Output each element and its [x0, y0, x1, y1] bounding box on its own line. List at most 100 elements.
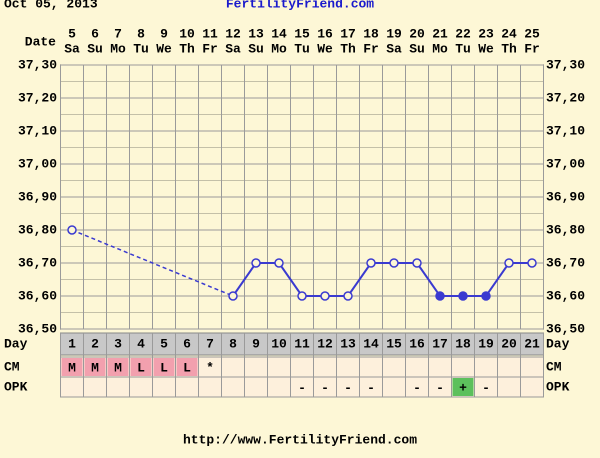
- x-tick-label: 18: [363, 26, 379, 41]
- temperature-point: [481, 291, 491, 301]
- y-tick-label: 37,10: [18, 123, 57, 138]
- cm-value: L: [160, 360, 168, 375]
- weekday-label: Fr: [524, 41, 540, 56]
- day-label: Day: [4, 336, 28, 351]
- cm-cell: [176, 358, 198, 376]
- cm-value: M: [114, 360, 122, 375]
- x-tick-label: 24: [501, 26, 517, 41]
- temperature-point: [228, 291, 238, 301]
- day-number: 18: [455, 336, 471, 351]
- chart-date: Oct 05, 2013: [4, 0, 98, 11]
- temperature-point: [504, 258, 514, 268]
- x-tick-label: 22: [455, 26, 471, 41]
- weekday-label: Fr: [202, 41, 218, 56]
- opk-value: -: [344, 380, 352, 395]
- cm-cell: [153, 358, 175, 376]
- day-number: 6: [183, 336, 191, 351]
- day-number: 8: [229, 336, 237, 351]
- weekday-label: Tu: [133, 41, 149, 56]
- temperature-point: [297, 291, 307, 301]
- x-tick-label: 10: [179, 26, 195, 41]
- y-tick-label: 37,20: [18, 90, 57, 105]
- footer-url: http://www.FertilityFriend.com: [183, 432, 417, 447]
- cm-value: L: [183, 360, 191, 375]
- day-number: 13: [340, 336, 356, 351]
- cm-label-right: CM: [546, 359, 562, 374]
- cm-value: L: [137, 360, 145, 375]
- weekday-label: Su: [248, 41, 264, 56]
- cm-cell: [130, 358, 152, 376]
- weekday-label: Sa: [225, 41, 241, 56]
- y2-tick-label: 36,50: [546, 321, 585, 336]
- y2-tick-label: 37,20: [546, 90, 585, 105]
- y2-tick-label: 36,80: [546, 222, 585, 237]
- day-number: 15: [386, 336, 402, 351]
- temperature-point: [366, 258, 376, 268]
- cm-label: CM: [4, 359, 20, 374]
- temperature-point: [458, 291, 468, 301]
- temperature-point: [274, 258, 284, 268]
- day-number: 7: [206, 336, 214, 351]
- weekday-label: We: [317, 41, 333, 56]
- weekday-label: We: [478, 41, 494, 56]
- weekday-label: Tu: [294, 41, 310, 56]
- cm-cell: [107, 358, 129, 376]
- x-tick-label: 20: [409, 26, 425, 41]
- day-number: 3: [114, 336, 122, 351]
- day-label-right: Day: [546, 336, 570, 351]
- temperature-point: [343, 291, 353, 301]
- weekday-label: Th: [179, 41, 195, 56]
- chart-title: FertilityFriend.com: [226, 0, 374, 11]
- x-tick-label: 25: [524, 26, 540, 41]
- y2-tick-label: 37,10: [546, 123, 585, 138]
- day-number: 20: [501, 336, 517, 351]
- x-tick-label: 9: [160, 26, 168, 41]
- x-tick-label: 15: [294, 26, 310, 41]
- cm-value: M: [68, 360, 76, 375]
- cm-cell: [84, 358, 106, 376]
- day-number: 21: [524, 336, 540, 351]
- day-number: 10: [271, 336, 287, 351]
- opk-value: -: [413, 380, 421, 395]
- temperature-point: [251, 258, 261, 268]
- temperature-point: [67, 225, 77, 235]
- opk-cell: [452, 378, 474, 396]
- opk-value: -: [482, 380, 490, 395]
- day-number: 12: [317, 336, 333, 351]
- weekday-label: Tu: [455, 41, 471, 56]
- y2-tick-label: 36,70: [546, 255, 585, 270]
- y-tick-label: 37,30: [18, 57, 57, 72]
- day-number: 4: [137, 336, 145, 351]
- y-tick-label: 36,70: [18, 255, 57, 270]
- temperature-point: [435, 291, 445, 301]
- temperature-point: [320, 291, 330, 301]
- weekday-label: Mo: [110, 41, 126, 56]
- day-number: 14: [363, 336, 379, 351]
- y-tick-label: 36,80: [18, 222, 57, 237]
- x-tick-label: 21: [432, 26, 448, 41]
- x-tick-label: 8: [137, 26, 145, 41]
- x-tick-label: 13: [248, 26, 264, 41]
- y2-tick-label: 36,90: [546, 189, 585, 204]
- gap-connector: [71, 229, 234, 297]
- x-tick-label: 16: [317, 26, 333, 41]
- day-number: 2: [91, 336, 99, 351]
- weekday-label: Th: [340, 41, 356, 56]
- x-tick-label: 23: [478, 26, 494, 41]
- day-number: 19: [478, 336, 494, 351]
- weekday-label: Fr: [363, 41, 379, 56]
- x-axis-label: Date: [25, 34, 56, 49]
- day-number: 9: [252, 336, 260, 351]
- x-tick-label: 6: [91, 26, 99, 41]
- weekday-label: Su: [409, 41, 425, 56]
- weekday-label: Mo: [271, 41, 287, 56]
- opk-label-right: OPK: [546, 379, 570, 394]
- y-tick-label: 37,00: [18, 156, 57, 171]
- day-number: 11: [294, 336, 310, 351]
- day-number: 17: [432, 336, 448, 351]
- y2-tick-label: 37,00: [546, 156, 585, 171]
- cm-cell: [61, 358, 83, 376]
- weekday-label: We: [156, 41, 172, 56]
- opk-value: -: [298, 380, 306, 395]
